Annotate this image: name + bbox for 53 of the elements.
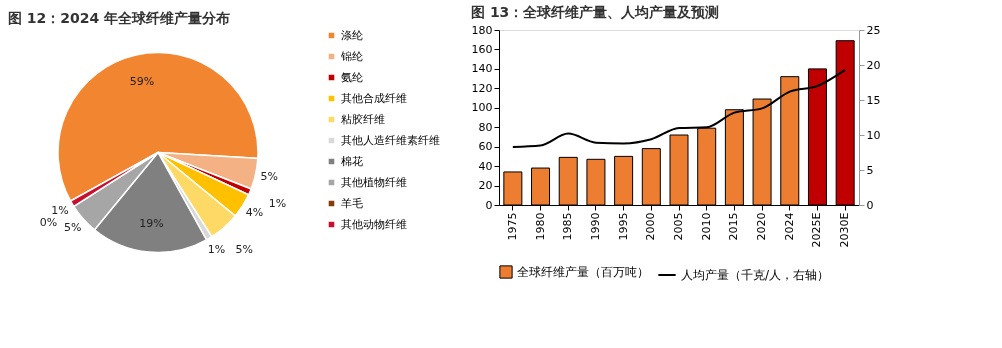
y2-tick-label: 5 bbox=[866, 163, 874, 177]
data-label: 4% bbox=[245, 206, 264, 220]
legend-label: 其他植物纤维 bbox=[341, 175, 407, 189]
y-tick-label: 120 bbox=[471, 81, 493, 95]
legend-label: 氨纶 bbox=[341, 70, 363, 84]
data-label: 5% bbox=[235, 242, 254, 256]
y-tick-label: 180 bbox=[471, 23, 493, 37]
x-tick-label: 2005 bbox=[672, 212, 685, 241]
legend-label: 锦纶 bbox=[340, 49, 363, 63]
x-tick-label: 2020 bbox=[755, 212, 769, 241]
legend-label: 粘胶纤维 bbox=[341, 112, 385, 126]
legend-label: 棉花 bbox=[341, 154, 363, 168]
x-tick-label: 2025E bbox=[810, 212, 824, 248]
y2-tick-label: 10 bbox=[866, 128, 881, 142]
y-tick-label: 20 bbox=[478, 179, 493, 193]
y-tick-label: 140 bbox=[471, 62, 493, 76]
data-label: 1% bbox=[268, 196, 287, 210]
y-tick-label: 0 bbox=[485, 198, 493, 212]
chart-title: 图 13：全球纤维产量、人均产量及预测 bbox=[471, 4, 720, 20]
x-tick-label: 1990 bbox=[588, 212, 602, 241]
y-tick-label: 100 bbox=[471, 101, 493, 115]
y2-tick-label: 0 bbox=[866, 198, 874, 212]
data-label: 19% bbox=[139, 217, 164, 231]
legend-label: 羊毛 bbox=[341, 196, 363, 210]
y-tick-label: 60 bbox=[478, 140, 493, 154]
x-tick-label: 1985 bbox=[561, 212, 575, 241]
y2-tick-label: 25 bbox=[866, 23, 881, 37]
x-tick-label: 1975 bbox=[505, 212, 519, 241]
x-tick-label: 2024 bbox=[782, 212, 796, 241]
data-label: 1% bbox=[207, 243, 226, 257]
chart-title: 图 12：2024 年全球纤维产量分布 bbox=[8, 10, 231, 26]
y2-tick-label: 15 bbox=[866, 93, 881, 107]
data-label: 1% bbox=[51, 203, 69, 217]
legend-label: 其他动物纤维 bbox=[341, 217, 407, 231]
y-tick-label: 40 bbox=[478, 159, 493, 173]
y2-tick-label: 20 bbox=[866, 58, 881, 72]
y-tick-label: 80 bbox=[478, 120, 493, 134]
x-tick-label: 2015 bbox=[727, 212, 741, 241]
text: 0% bbox=[39, 215, 58, 229]
legend-label: 其他合成纤维 bbox=[341, 91, 407, 105]
x-tick-label: 2010 bbox=[699, 212, 713, 241]
y-tick-label: 160 bbox=[471, 42, 493, 56]
x-tick-label: 1995 bbox=[616, 212, 630, 241]
legend-label: 人均产量（千克/人，右轴） bbox=[681, 268, 830, 282]
data-label: 5% bbox=[260, 169, 279, 183]
legend-label: 涤纶 bbox=[341, 28, 363, 42]
x-tick-label: 1980 bbox=[533, 212, 547, 241]
x-tick-label: 2000 bbox=[644, 212, 658, 241]
legend-label: 其他人造纤维素纤维 bbox=[341, 133, 440, 147]
data-label: 59% bbox=[129, 75, 155, 89]
legend-label: 全球纤维产量（百万吨） bbox=[517, 265, 649, 279]
x-tick-label: 2030E bbox=[838, 212, 852, 248]
data-label: 5% bbox=[64, 221, 82, 235]
